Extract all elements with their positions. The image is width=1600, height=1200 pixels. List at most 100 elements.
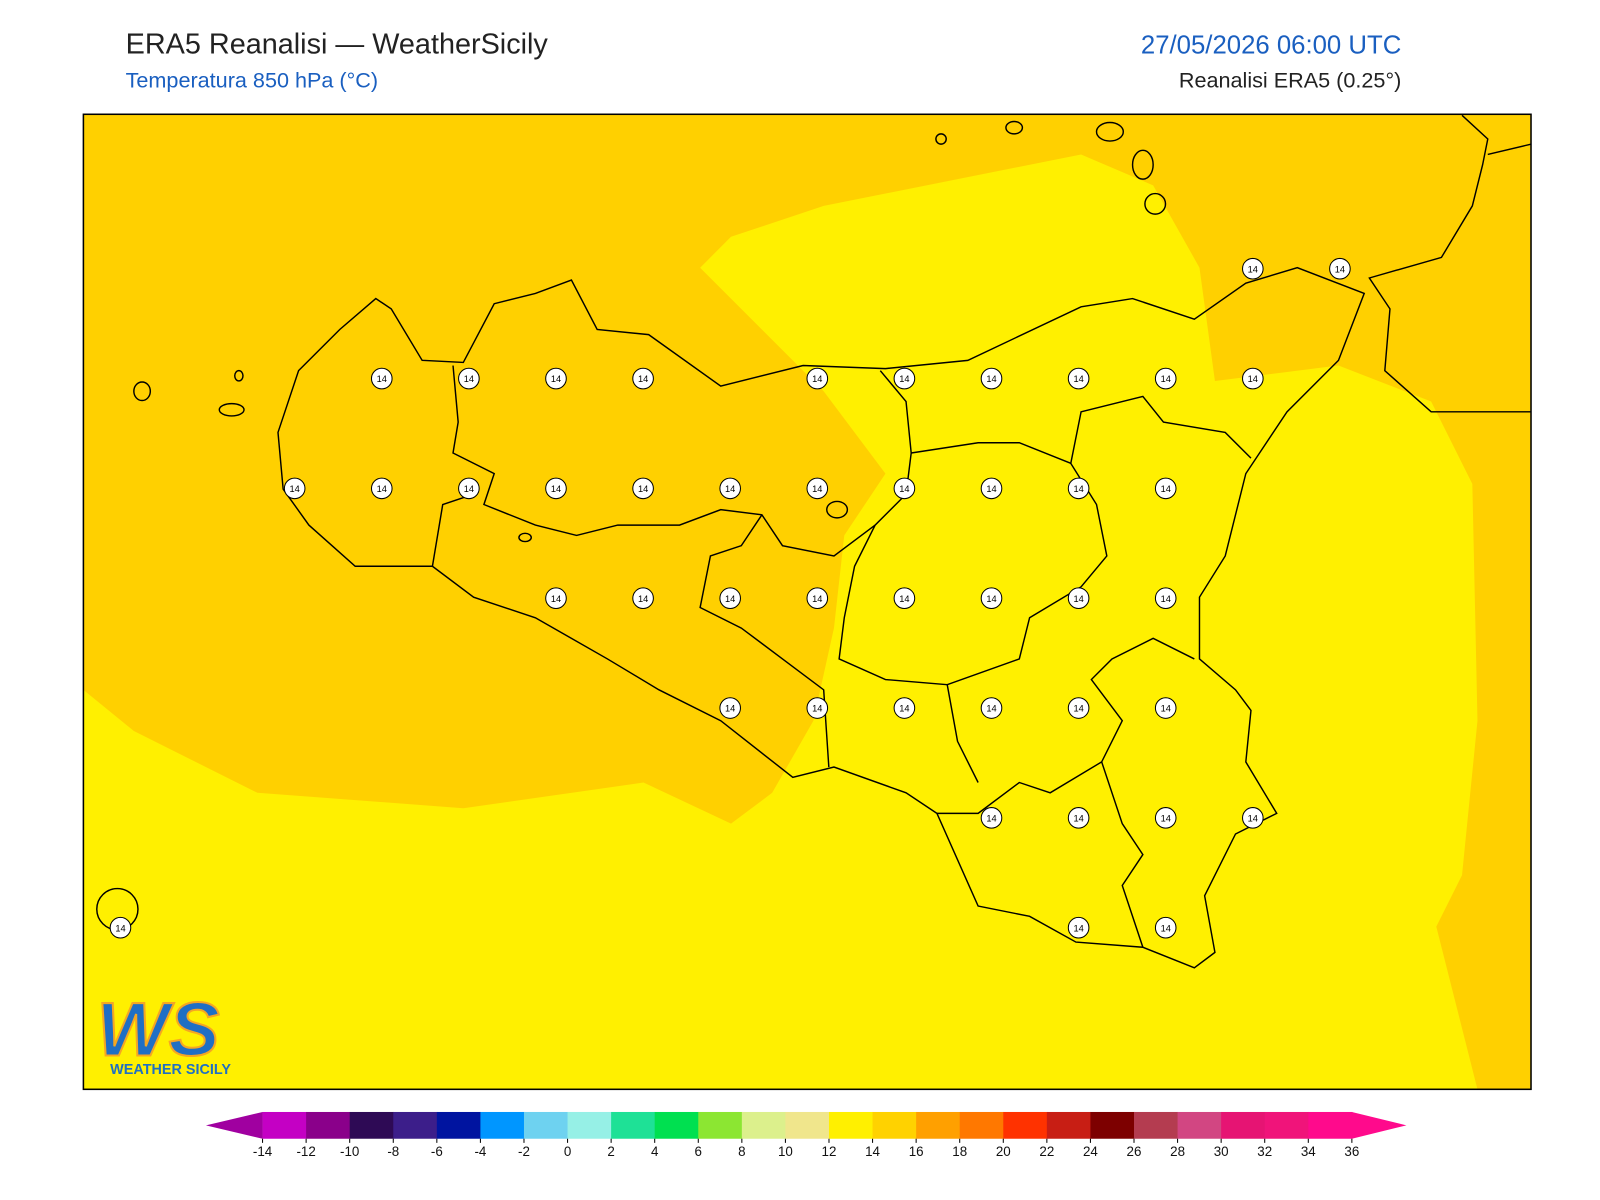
station-circle: [719, 587, 742, 610]
station-value: 14: [638, 594, 648, 604]
station-value: 14: [1248, 813, 1258, 823]
station-circle: [1067, 807, 1090, 829]
station-value: 14: [290, 484, 300, 494]
colorbar-segment: [393, 1111, 438, 1139]
colorbar-tick-label: 4: [651, 1144, 659, 1159]
colorbar-tick-label: 28: [1170, 1144, 1185, 1159]
station-value: 14: [1073, 594, 1083, 604]
colorbar-segment: [611, 1111, 656, 1139]
station-circle: [632, 367, 654, 390]
colorbar-segment: [741, 1111, 786, 1139]
colorbar-segment: [436, 1111, 481, 1139]
station-circle: [1329, 257, 1351, 280]
station-circle: [545, 367, 567, 390]
subtitle: Temperatura 850 hPa (°C): [126, 68, 378, 93]
colorbar-tick-label: -12: [296, 1144, 315, 1159]
colorbar-tick-label: 30: [1214, 1144, 1229, 1159]
colorbar-tick-label: 24: [1083, 1144, 1098, 1159]
station-value: 14: [1248, 264, 1258, 274]
station-value: 14: [638, 484, 648, 494]
map: 14 14 14 14 14 14 14 14 14 14 14 14 14 14 14 14 14 14 14 14…: [83, 114, 1532, 1090]
colorbar-tick-label: 0: [564, 1144, 571, 1159]
colorbar-segment: [1264, 1111, 1309, 1139]
station-circle: [1154, 367, 1177, 390]
station-circle: [980, 477, 1003, 500]
colorbar-segment: [785, 1111, 830, 1139]
station-circle: [893, 367, 916, 390]
station-circle: [370, 477, 393, 500]
colorbar-tick-label: -10: [340, 1144, 359, 1159]
station-value: 14: [812, 704, 822, 714]
station-circle: [1067, 367, 1090, 390]
station-value: 14: [986, 374, 996, 384]
station-circle: [980, 587, 1003, 610]
station-circle: [980, 697, 1003, 719]
colorbar-segment: [480, 1111, 525, 1139]
colorbar-tick-label: 8: [738, 1144, 745, 1159]
station-circle: [545, 587, 567, 610]
station-circle: [893, 477, 916, 500]
station-circle: [893, 587, 916, 610]
station-value: 14: [725, 594, 735, 604]
station-value: 14: [812, 594, 822, 604]
station-value: 14: [899, 484, 909, 494]
station-circle: [1154, 807, 1177, 829]
colorbar-tick-label: 32: [1257, 1144, 1272, 1159]
colorbar-tick-label: 16: [909, 1144, 924, 1159]
colorbar-segment: [1090, 1111, 1135, 1139]
colorbar-tick-label: 14: [865, 1144, 880, 1159]
station-circle: [806, 587, 829, 610]
colorbar-tick-label: 36: [1344, 1144, 1359, 1159]
station-value: 14: [986, 484, 996, 494]
station-circle: [1067, 477, 1090, 500]
station-value: 14: [986, 594, 996, 604]
station-value: 14: [638, 374, 648, 384]
station-circle: [1067, 916, 1090, 939]
title: ERA5 Reanalisi — WeatherSicily: [126, 29, 549, 61]
station-circle: [1242, 257, 1264, 280]
station-value: 14: [115, 923, 125, 933]
station-value: 14: [725, 484, 735, 494]
colorbar-tick-label: -14: [253, 1144, 273, 1159]
colorbar: -14 -12 -10 -8 -6 -4 -2 0 2 4 6 8 10 12 14 16 18 20 22 24 26…: [205, 1111, 1407, 1159]
colorbar-segment: [262, 1111, 307, 1139]
station-circle: [980, 367, 1003, 390]
station-value: 14: [377, 484, 387, 494]
station-circle: [632, 477, 654, 500]
station-circle: [1154, 697, 1177, 719]
colorbar-tick-label: -4: [474, 1144, 486, 1159]
station-circle: [1154, 916, 1177, 939]
station-value: 14: [1073, 484, 1083, 494]
logo: WS WEATHER SICILY: [96, 986, 232, 1078]
colorbar-tick-label: 34: [1301, 1144, 1316, 1159]
colorbar-tick-label: 2: [607, 1144, 614, 1159]
station-circle: [806, 697, 829, 719]
station-circle: [1154, 587, 1177, 610]
colorbar-segment: [698, 1111, 743, 1139]
station-value: 14: [899, 704, 909, 714]
colorbar-tick-label: 20: [996, 1144, 1011, 1159]
datetime: 27/05/2026 06:00 UTC: [1141, 32, 1401, 60]
colorbar-tick-label: 26: [1127, 1144, 1142, 1159]
station-value: 14: [1161, 484, 1171, 494]
station-value: 14: [551, 374, 561, 384]
station-circle: [1242, 807, 1264, 829]
station-value: 14: [1248, 374, 1258, 384]
station-value: 14: [1161, 594, 1171, 604]
colorbar-tick-label: -8: [387, 1144, 399, 1159]
station-value: 14: [1073, 923, 1083, 933]
logo-letters: WS: [97, 987, 220, 1072]
source: Reanalisi ERA5 (0.25°): [1179, 68, 1401, 93]
station-circle: [283, 477, 306, 500]
colorbar-tick-label: 6: [695, 1144, 702, 1159]
station-circle: [1067, 697, 1090, 719]
station-value: 14: [551, 594, 561, 604]
coastline: [96, 114, 1532, 969]
colorbar-segment: [654, 1111, 699, 1139]
colorbar-segment: [567, 1111, 612, 1139]
station-circle: [370, 367, 393, 390]
colorbar-tick-label: 18: [952, 1144, 967, 1159]
colorbar-segment: [872, 1111, 917, 1139]
station-circle: [1067, 587, 1090, 610]
